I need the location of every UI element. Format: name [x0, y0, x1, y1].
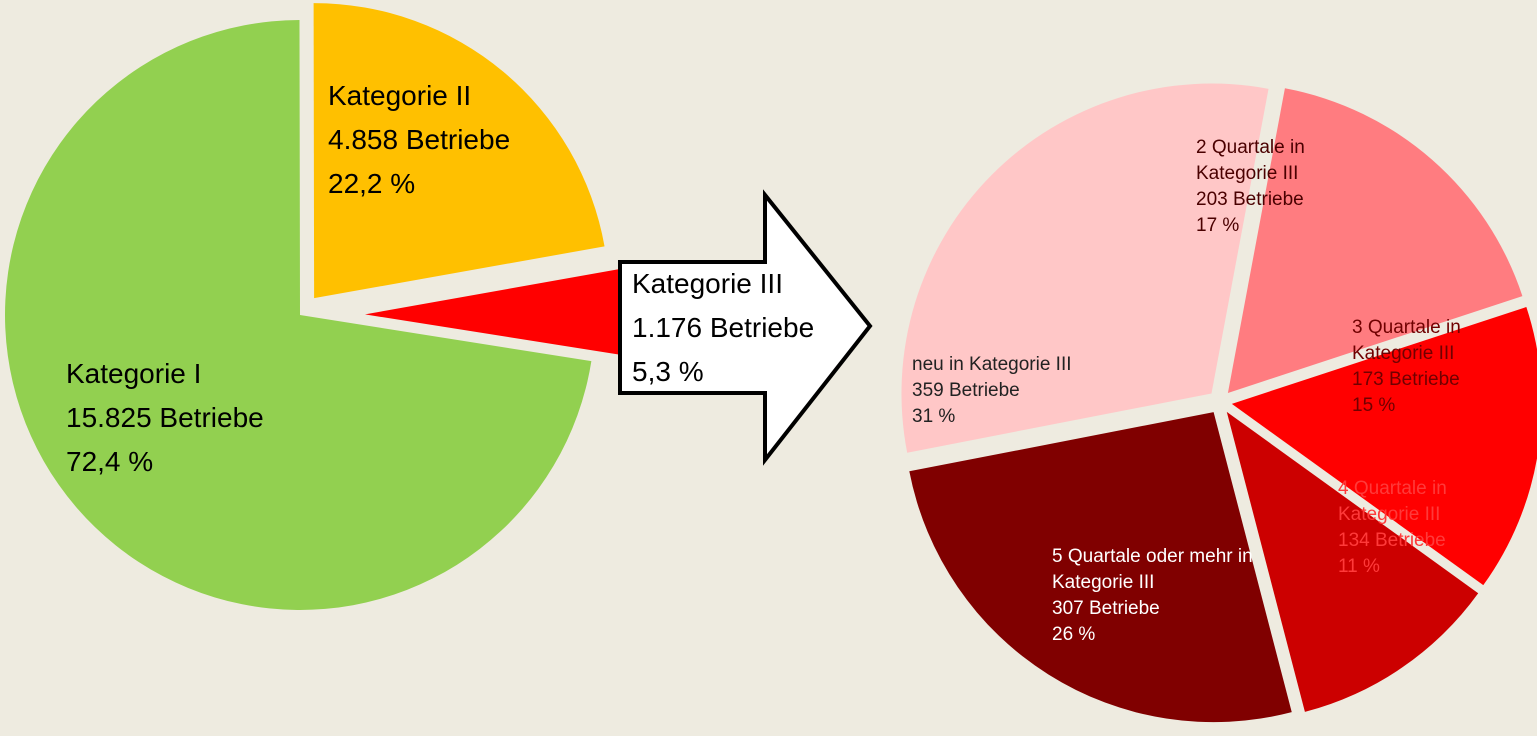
slice-label: 2 Quartale in Kategorie III 203 Betriebe 1… — [1196, 135, 1346, 239]
pie-slice — [909, 412, 1292, 723]
category-label: Kategorie II — [328, 80, 472, 111]
pie-slice — [901, 83, 1269, 453]
value-label: 15 % — [1352, 395, 1396, 416]
category-label: 2 Quartale in Kategorie III — [1196, 137, 1311, 184]
value-label: 72,4 % — [66, 446, 154, 477]
count-label: 1.176 Betriebe — [632, 312, 815, 343]
category-label: 5 Quartale oder mehr in Kategorie III — [1052, 546, 1264, 593]
pie-slice — [1226, 411, 1479, 712]
category-label: Kategorie I — [66, 358, 202, 389]
slice-label: Kategorie I 15.825 Betriebe 72,4 % — [66, 352, 366, 484]
value-label: 17 % — [1196, 215, 1240, 236]
slice-label: neu in Kategorie III 359 Betriebe 31 % — [912, 352, 1162, 430]
category-label: 4 Quartale in Kategorie III — [1338, 478, 1453, 525]
count-label: 307 Betriebe — [1052, 598, 1160, 619]
count-label: 173 Betriebe — [1352, 369, 1460, 390]
category-label: neu in Kategorie III — [912, 354, 1072, 375]
arrow — [618, 189, 873, 466]
slice-label: 3 Quartale in Kategorie III 173 Betriebe 1… — [1352, 315, 1502, 419]
pie-slice — [364, 262, 660, 361]
pie-slice — [1227, 88, 1523, 393]
value-label: 31 % — [912, 406, 956, 427]
slice-label: Kategorie II 4.858 Betriebe 22,2 % — [328, 74, 628, 206]
slice-label: Kategorie III 1.176 Betriebe 5,3 % — [632, 262, 932, 394]
value-label: 11 % — [1338, 556, 1380, 577]
count-label: 203 Betriebe — [1196, 189, 1304, 210]
pie-slice — [313, 3, 605, 299]
slice-label: 4 Quartale in Kategorie III 134 Betriebe 1… — [1338, 476, 1488, 580]
category-label: Kategorie III — [632, 268, 783, 299]
category-label: 3 Quartale in Kategorie III — [1352, 317, 1467, 364]
pie-slice — [1231, 307, 1537, 586]
value-label: 22,2 % — [328, 168, 416, 199]
count-label: 15.825 Betriebe — [66, 402, 264, 433]
slice-label: 5 Quartale oder mehr in Kategorie III 307… — [1052, 544, 1282, 648]
pies — [4, 3, 1537, 723]
pie-slice — [4, 20, 592, 611]
value-label: 26 % — [1052, 624, 1096, 645]
count-label: 134 Betriebe — [1338, 530, 1446, 551]
count-label: 4.858 Betriebe — [328, 124, 511, 155]
count-label: 359 Betriebe — [912, 380, 1020, 401]
value-label: 5,3 % — [632, 356, 704, 387]
